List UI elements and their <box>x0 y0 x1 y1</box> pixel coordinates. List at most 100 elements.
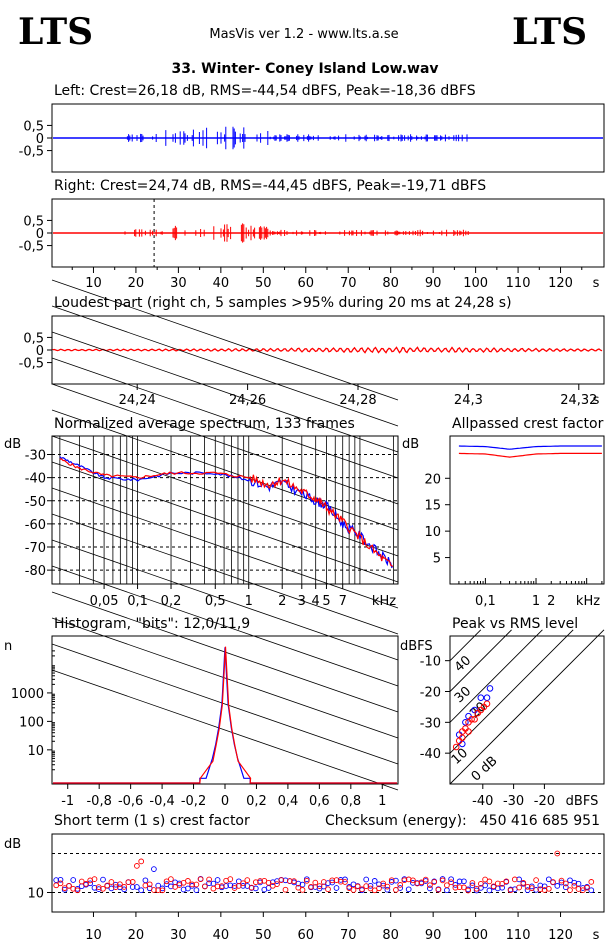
short-term-point-left <box>588 887 595 894</box>
short-term-point-left <box>363 876 370 883</box>
allpassed-ylabel: dB <box>402 437 419 452</box>
short-term-point-left <box>461 878 467 885</box>
short-term-point-right <box>138 858 145 865</box>
xtick-label: 0 <box>221 794 229 809</box>
histogram-series-right <box>53 646 397 784</box>
xtick-label: 40 <box>213 276 230 291</box>
short-term-point-right <box>507 887 514 894</box>
xtick-label: 3 <box>298 594 306 609</box>
ytick-label: 1000 <box>11 687 44 702</box>
spectrum-slope-line <box>51 279 399 401</box>
short-term-point-left <box>151 866 157 872</box>
short-term-point-right <box>444 882 450 889</box>
short-term-point-right <box>121 884 128 890</box>
short-term-point-left <box>452 882 459 888</box>
xtick-label: 0,2 <box>246 794 267 809</box>
xtick-label: 2 <box>547 594 555 609</box>
ytick-label: 0 <box>36 132 44 147</box>
xtick-label: 2 <box>278 594 286 609</box>
short-term-point-right <box>503 878 510 885</box>
xtick-label: -1 <box>61 794 74 809</box>
peak-rms-point-right <box>459 728 466 735</box>
xaxis-unit: s <box>593 393 600 408</box>
xtick-label: -0,8 <box>86 794 111 809</box>
short-term-point-right <box>376 885 382 892</box>
short-term-point-right <box>427 882 433 889</box>
short-term-point-left <box>134 884 140 890</box>
short-term-point-right <box>134 863 140 869</box>
short-term-point-right <box>342 879 348 885</box>
xtick-label: 120 <box>548 928 573 943</box>
short-term-point-right <box>516 884 522 891</box>
crest-diagonal-label: 30 <box>452 684 474 706</box>
short-term-point-left <box>444 887 450 894</box>
short-term-point-right <box>274 881 280 887</box>
crest-diagonal-label: 10 <box>449 746 471 768</box>
crest-diagonal <box>449 629 543 723</box>
xtick-label: 40 <box>213 928 230 943</box>
app-title: MasVis ver 1.2 - www.lts.a.se <box>209 27 398 42</box>
short-term-point-right <box>418 879 425 886</box>
spectrum-plot: -30 -40 -50 -60 -70 -80 0,05 0,1 0,2 0,5 1 2 3 4 5 7 kHz <box>25 279 399 791</box>
xtick-label: 0,4 <box>278 794 299 809</box>
short-term-point-right <box>456 884 463 891</box>
xtick-label: 0,2 <box>161 594 182 609</box>
short-term-point-left <box>469 882 476 889</box>
xtick-label: 80 <box>382 928 399 943</box>
short-term-ylabel: dB <box>4 837 21 852</box>
short-term-point-right <box>329 877 336 884</box>
short-term-point-right <box>197 876 204 883</box>
xtick-label: 4 <box>312 594 320 609</box>
short-term-point-right <box>528 885 535 891</box>
short-term-point-right <box>431 879 438 885</box>
track-title: 33. Winter- Coney Island Low.wav <box>171 61 438 77</box>
short-term-point-right <box>499 880 505 887</box>
short-term-point-left <box>329 879 336 886</box>
short-term-point-right <box>117 881 123 888</box>
short-term-point-left <box>185 885 191 892</box>
crest-diagonal-label: 0 dB <box>469 754 501 785</box>
xtick-label: 24,3 <box>454 393 483 408</box>
waveform-trace <box>126 126 468 150</box>
short-term-point-left <box>61 886 68 893</box>
short-term-point-left <box>333 885 340 891</box>
short-term-point-left <box>528 883 535 890</box>
logo-left: LTS <box>18 11 93 53</box>
short-term-label: Short term (1 s) crest factor <box>54 813 250 829</box>
xtick-label: 1 <box>245 594 253 609</box>
allpassed-frame <box>449 435 605 585</box>
loudest-part-waveform <box>52 346 603 354</box>
short-term-point-right <box>465 887 471 894</box>
short-term-point-right <box>278 877 285 883</box>
loudest-part-trace <box>52 346 603 354</box>
short-term-point-right <box>240 880 246 887</box>
short-term-point-right <box>316 883 323 889</box>
xtick-label: -0,6 <box>118 794 143 809</box>
xtick-label: 70 <box>340 928 357 943</box>
short-term-point-left <box>142 877 149 884</box>
ytick-label: -40 <box>420 747 441 762</box>
ytick-label: 5 <box>433 552 441 567</box>
short-term-point-left <box>545 876 552 883</box>
ytick-label: -50 <box>25 495 46 510</box>
spectrum-slope-line <box>51 643 399 765</box>
short-term-point-right <box>66 882 72 889</box>
crest-diagonal <box>449 629 512 692</box>
spectrum-frame <box>51 435 399 585</box>
xtick-label: 60 <box>297 276 314 291</box>
short-term-point-right <box>478 880 484 887</box>
short-term-point-right <box>129 879 136 885</box>
logo-right: LTS <box>512 11 587 53</box>
spectrum-slope-line <box>51 565 399 687</box>
short-term-point-right <box>380 880 387 887</box>
short-term-point-right <box>206 876 212 883</box>
short-term-point-left <box>252 885 259 892</box>
short-term-point-right <box>61 885 68 891</box>
ytick-label: -0,5 <box>19 357 44 372</box>
short-term-point-right <box>303 877 310 884</box>
loudest-part-xaxis: 24,24 24,26 24,28 24,3 24,32s <box>119 384 600 408</box>
xtick-label: 20 <box>128 276 145 291</box>
peak-rms-point-right <box>468 716 475 723</box>
xaxis-unit: s <box>593 928 600 943</box>
